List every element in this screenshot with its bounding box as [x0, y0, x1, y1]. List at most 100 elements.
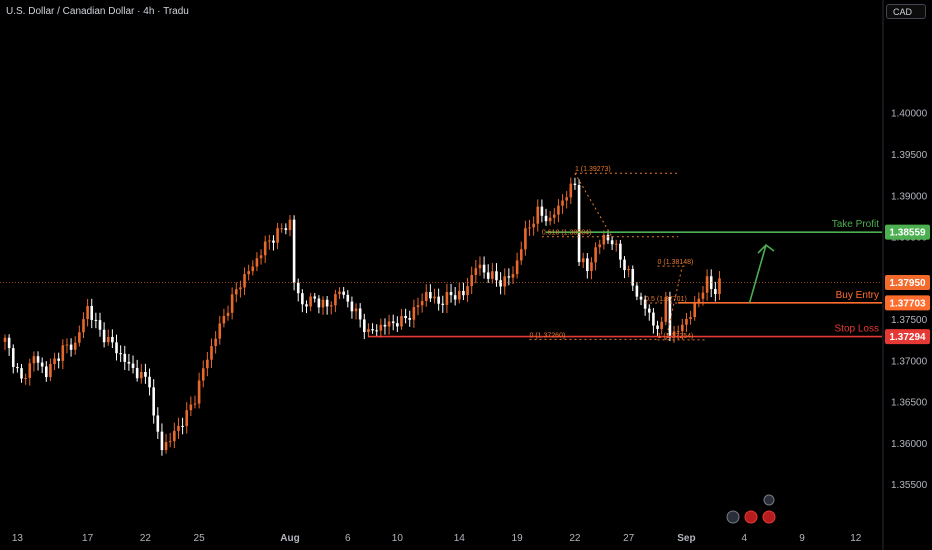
event-icons[interactable]	[726, 494, 776, 524]
level-label: Buy Entry	[836, 290, 879, 301]
candle-body	[268, 240, 271, 242]
candle-body	[234, 289, 238, 295]
time-tick-label: 6	[345, 533, 351, 544]
candle-body	[586, 258, 589, 272]
candle-body	[387, 321, 391, 327]
candle-body	[280, 228, 284, 230]
candle-body	[197, 380, 201, 404]
candle-body	[383, 324, 387, 327]
candle-body	[239, 287, 242, 290]
candle-body	[528, 227, 531, 229]
candle-body	[453, 295, 457, 300]
flag-event-icon[interactable]	[762, 510, 776, 524]
candle-body	[569, 183, 573, 198]
candle-body	[701, 292, 705, 299]
time-tick-label: 27	[623, 533, 635, 544]
candle-body	[478, 264, 482, 269]
candle-body	[94, 319, 98, 321]
candle-body	[672, 331, 676, 336]
candle-body	[714, 288, 717, 295]
candle-body	[379, 324, 383, 331]
price-tick-label: 1.39500	[891, 150, 928, 161]
candle-body	[519, 249, 523, 261]
fib-label: 0 (1.37260)	[530, 332, 566, 339]
candle-body	[106, 336, 110, 343]
candle-body	[697, 298, 701, 303]
candle-body	[660, 321, 663, 329]
fib-label: 1 (1.37254)	[658, 333, 694, 340]
candle-body	[705, 276, 709, 293]
candle-body	[7, 337, 11, 349]
candle-body	[131, 363, 135, 368]
candle-body	[462, 290, 465, 296]
candle-body	[441, 303, 445, 305]
symbol-title: U.S. Dollar / Canadian Dollar · 4h · Tra…	[6, 6, 189, 17]
candle-body	[619, 243, 622, 260]
fib-label: 1 (1.39273)	[575, 166, 611, 173]
candle-body	[412, 307, 416, 320]
price-tick-label: 1.35500	[891, 480, 928, 491]
candle-body	[24, 378, 27, 380]
candle-body	[507, 276, 511, 278]
candle-body	[160, 431, 164, 451]
time-tick-label: 4	[741, 533, 747, 544]
candle-body	[32, 356, 36, 364]
time-axis[interactable]: 13 17 22 25 Aug 6 10 14 19 22 27 Sep 4 9 12	[12, 533, 862, 544]
candle-body	[28, 363, 32, 379]
candle-body	[515, 260, 519, 275]
candle-body	[255, 258, 259, 267]
candle-body	[309, 296, 312, 307]
news-event-icon[interactable]	[763, 494, 775, 506]
candle-body	[193, 403, 197, 405]
currency-badge[interactable]: CAD	[886, 4, 926, 19]
candle-body	[400, 315, 403, 327]
candle-body	[544, 215, 548, 222]
candle-body	[643, 299, 647, 309]
candle-body	[445, 291, 449, 305]
candle-body	[433, 296, 436, 299]
candle-body	[40, 362, 44, 367]
candle-body	[429, 292, 432, 299]
candle-body	[681, 324, 684, 332]
candle-body	[573, 183, 577, 186]
candle-body	[565, 197, 568, 201]
flag-event-icon[interactable]	[744, 510, 758, 524]
candle-body	[11, 348, 15, 367]
candle-body	[350, 301, 354, 312]
candle-body	[152, 387, 155, 416]
candle-body	[486, 272, 490, 279]
candle-body	[342, 291, 345, 295]
candle-body	[288, 219, 292, 231]
candle-body	[647, 308, 651, 313]
candle-body	[284, 228, 288, 231]
candle-body	[503, 276, 507, 287]
candle-body	[561, 200, 564, 206]
level-label: Stop Loss	[835, 324, 879, 335]
candle-body	[557, 205, 560, 215]
candle-body	[226, 312, 230, 317]
candle-body	[668, 297, 672, 336]
candle-body	[495, 271, 498, 281]
candle-body	[482, 264, 486, 273]
time-tick-label: 12	[850, 533, 862, 544]
candle-body	[524, 228, 527, 250]
candle-body	[115, 342, 118, 354]
candle-body	[78, 332, 81, 343]
candle-body	[49, 364, 52, 378]
candle-body	[371, 329, 374, 331]
candle-body	[82, 319, 85, 333]
candle-body	[664, 297, 668, 322]
fib-trend-line	[574, 172, 613, 238]
candle-body	[111, 336, 114, 343]
candle-body	[540, 206, 544, 216]
calendar-event-icon[interactable]	[726, 510, 740, 524]
candle-body	[536, 206, 540, 224]
candle-body	[230, 294, 234, 313]
time-tick-label: 25	[194, 533, 206, 544]
price-axis[interactable]: 1.355001.360001.365001.370001.375001.380…	[882, 0, 930, 550]
price-badge-label: 1.37703	[889, 298, 926, 309]
candle-body	[329, 305, 333, 307]
candle-body	[474, 268, 478, 275]
candle-body	[325, 299, 329, 307]
